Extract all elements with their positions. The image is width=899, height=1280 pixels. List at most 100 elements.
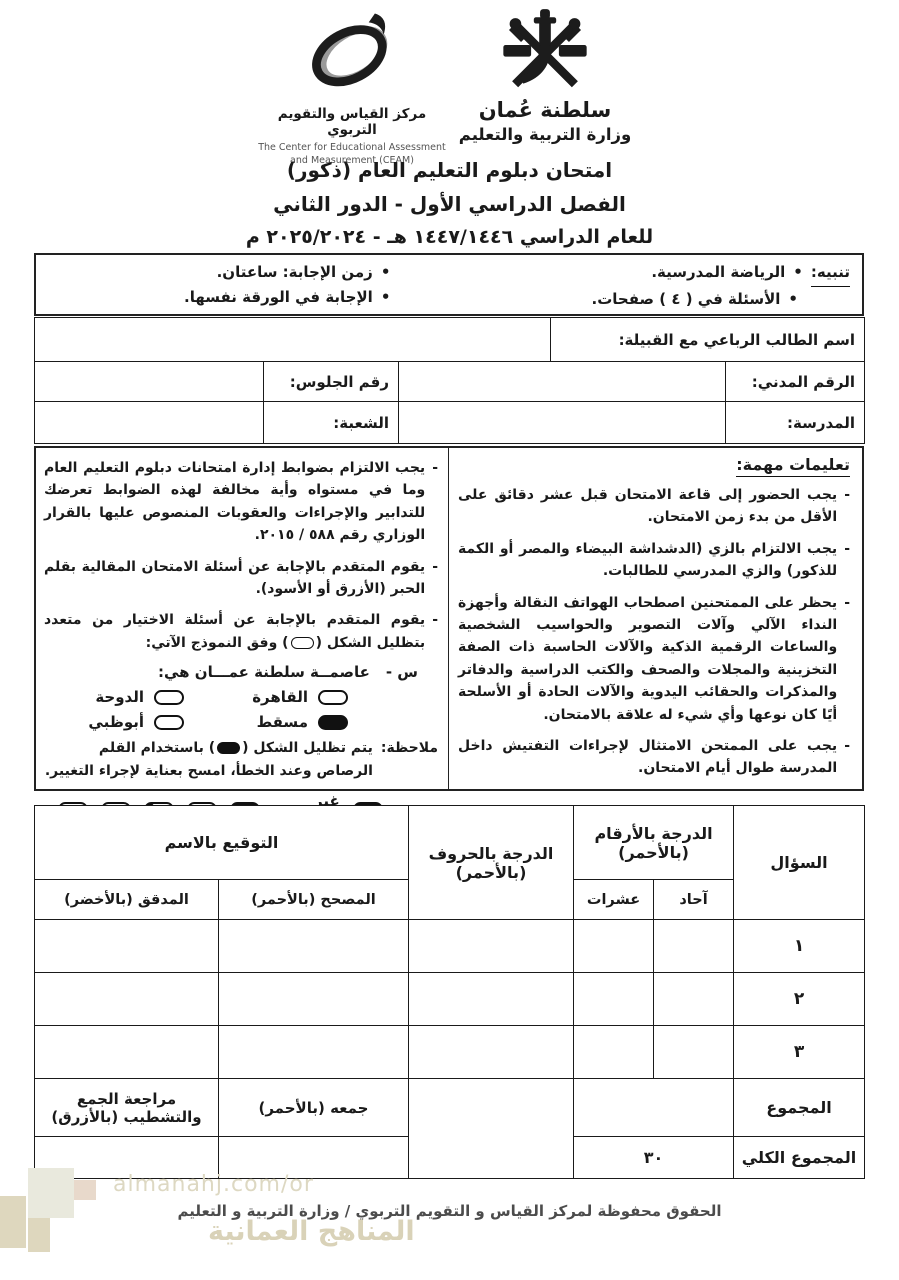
answer-bubble-icon (318, 689, 348, 705)
answer-bubble-icon (154, 714, 184, 730)
dash-icon: - (432, 558, 438, 575)
corrector-sign-cell (218, 972, 409, 1026)
ministry-logo-block: سلطنة عُمان وزارة التربية والتعليم (452, 6, 638, 144)
score-cell (572, 919, 655, 973)
seat-number-label: رقم الجلوس: (263, 361, 399, 402)
option-abudhabi: أبوظبي (44, 713, 184, 731)
grades-table: السؤال الدرجة بالأرقام (بالأحمر) الدرجة … (34, 805, 866, 1179)
student-name-field (34, 317, 551, 362)
country-name: سلطنة عُمان (478, 98, 612, 122)
numeric-score-header: الدرجة بالأرقام (بالأحمر) (572, 805, 735, 880)
civil-id-label: الرقم المدني: (725, 361, 865, 402)
important-instructions-column: تعليمات مهمة: - يجب الحضور إلى قاعة الام… (448, 448, 862, 789)
bullet-icon: • (793, 263, 803, 281)
dash-icon: - (844, 487, 850, 503)
oman-national-emblem-icon (503, 9, 587, 88)
auditor-sign-cell (34, 1025, 219, 1079)
watermark-site-name: المناهج العمانية (208, 1216, 415, 1247)
answer-bubble-icon (290, 636, 314, 649)
notice-right-column: تنبيه: • الرياضة المدرسية. • الأسئلة في … (591, 260, 850, 312)
school-label: المدرسة: (725, 401, 865, 444)
dash-icon: - (844, 737, 850, 754)
question-number: ٢ (733, 972, 866, 1026)
answering-rules-column: - يجب الالتزام بضوابط إدارة امتحانات دبل… (36, 448, 448, 828)
dash-icon: - (844, 540, 850, 557)
instruction-item: - يجب الالتزام بضوابط إدارة امتحانات دبل… (44, 457, 438, 547)
example-question: عاصمــة سلطنة عمـــان هي: (157, 663, 370, 682)
example-options: القاهرة الدوحة مسقط أبوظبي (44, 688, 348, 731)
instruction-item: - يجب على الممتحن الامتثال لإجراءات التف… (458, 735, 850, 780)
dash-icon: - (432, 612, 438, 629)
question-number: ٣ (733, 1025, 866, 1079)
bullet-icon: • (380, 263, 391, 281)
score-cell (653, 972, 735, 1026)
score-words-cell (408, 1025, 574, 1079)
exam-title: امتحان دبلوم التعليم العام (ذكور) (286, 158, 613, 182)
copyright-footer: الحقوق محفوظة لمركز القياس و التقويم الت… (177, 1202, 722, 1220)
score-cell (653, 1025, 735, 1079)
exam-title-block: امتحان دبلوم التعليم العام (ذكور) الفصل … (0, 158, 899, 248)
ministry-name: وزارة التربية والتعليم (458, 125, 632, 144)
instruction-item: - يحظر على الممتحنين اصطحاب الهواتف النق… (458, 592, 850, 726)
score-words-cell (408, 972, 574, 1026)
summed-by-cell: جمعه (بالأحمر) (218, 1078, 409, 1137)
score-cell (572, 1025, 655, 1079)
dash-icon: - (432, 460, 438, 476)
grand-total-label: المجموع الكلي (733, 1136, 866, 1179)
ceam-logo-icon (312, 13, 388, 87)
score-words-cell (408, 919, 574, 973)
section-label: الشعبة: (263, 401, 399, 444)
ceam-name-arabic: مركز القياس والتقويم التربوي (277, 106, 427, 138)
watermark-square (28, 1168, 74, 1218)
note-label: ملاحظة: (380, 740, 438, 757)
watermark-site-url: almanahj.com/or (113, 1172, 314, 1197)
instruction-item: - يقوم المتقدم بالإجابة عن أسئلة الاختيا… (44, 609, 438, 654)
answer-bubble-filled-icon (217, 742, 241, 755)
total-score-cell (572, 1078, 735, 1137)
answer-bubble-icon (154, 689, 184, 705)
exam-semester: الفصل الدراسي الأول - الدور الثاني (273, 192, 626, 216)
review-cell: مراجعة الجمع والتشطيب (بالأزرق) (34, 1078, 219, 1137)
watermark-square (74, 1180, 96, 1200)
corrector-header: المصحح (بالأحمر) (218, 879, 409, 920)
bubble-example: س - عاصمــة سلطنة عمـــان هي: القاهرة ال… (44, 663, 418, 731)
score-cell (572, 972, 655, 1026)
answer-bubble-filled-icon (318, 714, 348, 730)
student-info-table: اسم الطالب الرباعي مع القبيلة: الرقم الم… (34, 317, 865, 444)
ones-header: آحاد (653, 879, 735, 920)
ceam-name-english: The Center for Educational Assessment an… (258, 142, 446, 166)
instructions-heading: تعليمات مهمة: (458, 455, 850, 477)
instruction-item: - يجب الحضور إلى قاعة الامتحان قبل عشر د… (458, 484, 850, 529)
total-words-cell (408, 1078, 574, 1179)
corrector-sign-cell (218, 1025, 409, 1079)
instruction-item: - يقوم المتقدم بالإجابة عن أسئلة الامتحا… (44, 556, 438, 601)
corrector-sign-cell (218, 1136, 409, 1179)
auditor-sign-cell (34, 919, 219, 973)
option-doha: الدوحة (44, 688, 184, 706)
watermark-square (0, 1196, 26, 1248)
option-muscat-filled: مسقط (208, 713, 348, 731)
instructions-box: تعليمات مهمة: - يجب الحضور إلى قاعة الام… (34, 446, 864, 828)
notice-duration: زمن الإجابة: ساعتان. (216, 263, 373, 281)
school-field (398, 401, 726, 444)
instruction-item: - يجب الالتزام بالزي (الدشداشة البيضاء و… (458, 538, 850, 583)
notice-pages: الأسئلة في ( ٤ ) صفحات. (591, 290, 781, 308)
grand-total-value: ٣٠ (572, 1136, 735, 1179)
signature-header: التوقيع بالاسم (34, 805, 409, 880)
notice-box: تنبيه: • الرياضة المدرسية. • الأسئلة في … (34, 253, 864, 316)
exam-year: للعام الدراسي ١٤٤٧/١٤٤٦ هـ - ٢٠٢٥/٢٠٢٤ م (245, 226, 654, 248)
shading-note: ملاحظة: يتم تظليل الشكل () باستخدام القل… (44, 737, 438, 782)
ceam-logo-block: مركز القياس والتقويم التربوي The Center … (256, 10, 448, 168)
notice-answer-location: الإجابة في الورقة نفسها. (184, 288, 373, 306)
score-cell (653, 919, 735, 973)
tens-header: عشرات (572, 879, 655, 920)
dash-icon: - (844, 594, 850, 611)
words-score-header: الدرجة بالحروف (بالأحمر) (408, 805, 574, 920)
watermark-square (28, 1218, 50, 1252)
student-name-label: اسم الطالب الرباعي مع القبيلة: (550, 317, 865, 362)
question-column-header: السؤال (733, 805, 866, 920)
question-number: ١ (733, 919, 866, 973)
bullet-icon: • (788, 290, 798, 308)
corrector-sign-cell (218, 919, 409, 973)
